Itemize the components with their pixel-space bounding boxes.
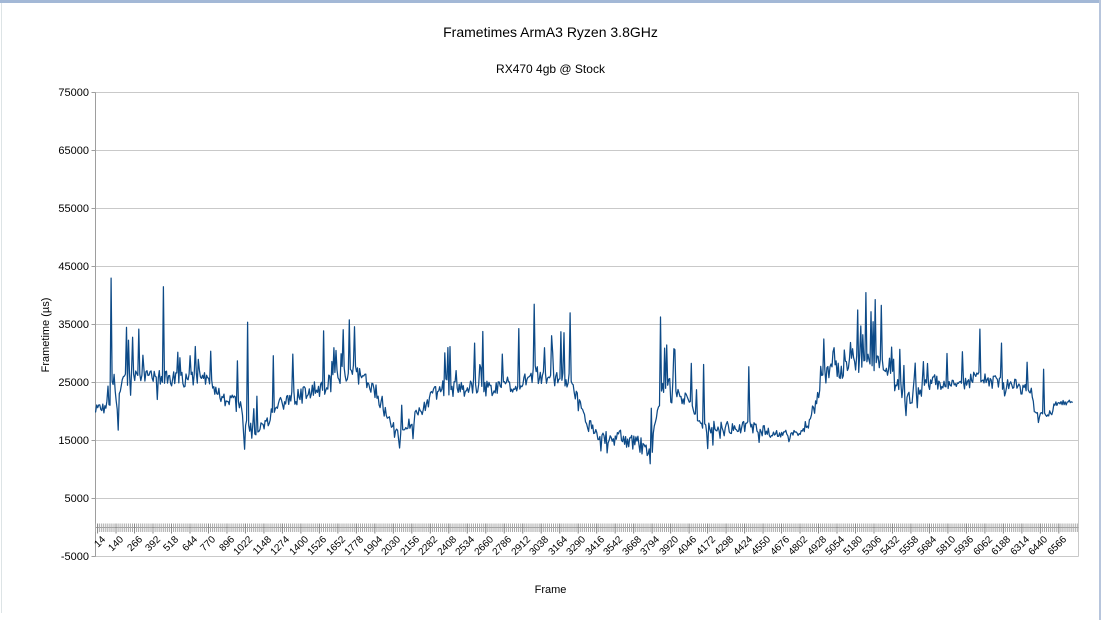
chart-title: Frametimes ArmA3 Ryzen 3.8GHz	[443, 24, 658, 40]
y-tick-label: 75000	[58, 86, 89, 99]
y-tick-label: 45000	[58, 260, 89, 273]
y-tick-label: -5000	[60, 550, 89, 563]
window-frame-left	[1, 3, 2, 613]
y-tick-label: 15000	[58, 434, 89, 447]
y-tick-label: 55000	[58, 202, 89, 215]
y-tick-label: 35000	[58, 318, 89, 331]
y-axis-title: Frametime (µs)	[40, 297, 52, 373]
x-minor-tick-comb	[95, 523, 1078, 532]
x-axis-title: Frame	[534, 584, 567, 596]
series-line	[94, 277, 1073, 465]
chart-subtitle: RX470 4gb @ Stock	[496, 62, 605, 76]
window-frame-top	[0, 0, 1101, 3]
y-tick-label: 5000	[64, 492, 89, 505]
window-frame-right	[1099, 0, 1101, 620]
y-tick-label: 65000	[58, 144, 89, 157]
y-tick-label: 25000	[58, 376, 89, 389]
